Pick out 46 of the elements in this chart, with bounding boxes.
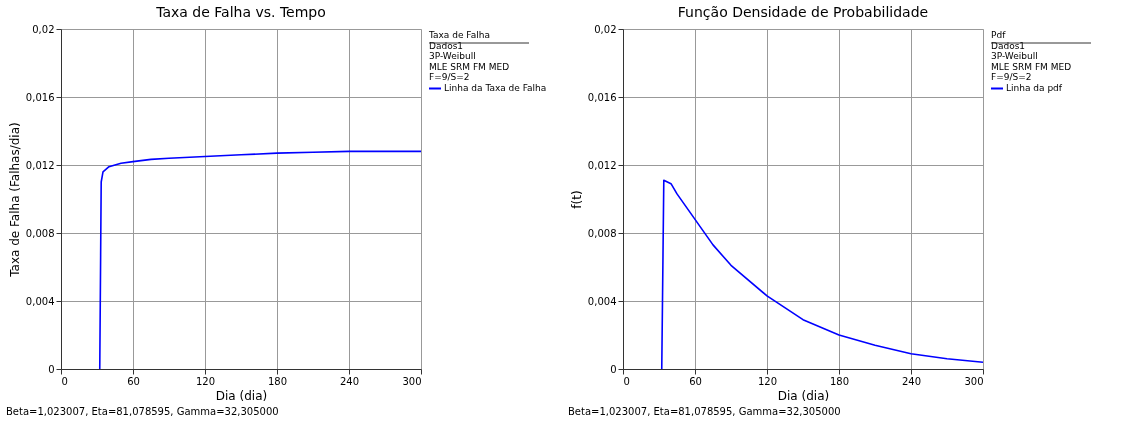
- y-tick-label: 0,004: [587, 295, 617, 307]
- text: F=9/S=2: [991, 72, 1032, 82]
- line-series: [660, 179, 983, 369]
- legend-label: Linha da pdf: [1006, 82, 1063, 93]
- x-tick-label: 300: [402, 375, 422, 387]
- x-axis-title: Dia (dia): [215, 388, 268, 403]
- x-tick-label: 0: [623, 375, 630, 387]
- x-tick-label: 240: [901, 375, 922, 387]
- y-tick-label: 0: [48, 363, 55, 375]
- y-tick-label: 0,016: [587, 91, 617, 103]
- text: MLE SRM FM MED: [991, 61, 1072, 72]
- x-tick-label: 120: [757, 375, 778, 387]
- legend-label: Linha da Taxa de Falha: [444, 82, 547, 93]
- x-tick-label: 0: [61, 375, 68, 387]
- x-tick-label: 120: [195, 375, 216, 387]
- y-axis-title: f(t): [569, 190, 584, 209]
- x-axis-title: Dia (dia): [777, 388, 830, 403]
- text: Beta=1,023007, Eta=81,078595, Gamma=32,305000: [568, 406, 841, 417]
- x-tick-label: 240: [339, 375, 360, 387]
- y-axis-title: Taxa de Falha (Falhas/dia): [7, 122, 22, 278]
- chart-title: Função Densidade de Probabilidade: [677, 4, 929, 20]
- x-tick-label: 180: [267, 375, 288, 387]
- y-tick-label: 0,02: [32, 23, 55, 35]
- x-tick-label: 180: [829, 375, 850, 387]
- y-tick-label: 0,012: [587, 159, 617, 171]
- y-tick-label: 0,012: [25, 159, 55, 171]
- y-tick-label: 0,008: [25, 227, 55, 239]
- text: 3P-Weibull: [991, 51, 1038, 61]
- y-tick-label: 0,02: [594, 23, 617, 35]
- text: Beta=1,023007, Eta=81,078595, Gamma=32,305000: [6, 406, 279, 417]
- y-tick-label: 0: [610, 363, 617, 375]
- text: F=9/S=2: [429, 72, 470, 82]
- y-tick-label: 0,004: [25, 295, 55, 307]
- y-tick-label: 0,008: [587, 227, 617, 239]
- y-tick-label: 0,016: [25, 91, 55, 103]
- chart-title: Taxa de Falha vs. Tempo: [155, 4, 326, 20]
- text: Dados1: [429, 40, 464, 51]
- text: 3P-Weibull: [429, 51, 476, 61]
- text: MLE SRM FM MED: [429, 61, 510, 72]
- legend-title: Taxa de Falha: [428, 30, 490, 40]
- legend-title: Pdf: [991, 30, 1007, 40]
- line-series: [98, 150, 421, 369]
- x-tick-label: 60: [127, 375, 140, 387]
- x-tick-label: 300: [964, 375, 984, 387]
- x-tick-label: 60: [689, 375, 702, 387]
- text: Dados1: [991, 40, 1026, 51]
